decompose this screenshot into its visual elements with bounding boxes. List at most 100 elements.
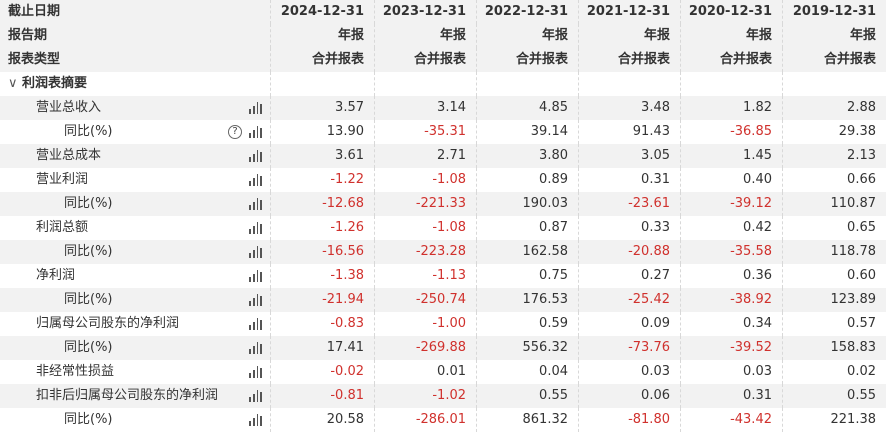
value-cell: -43.42 xyxy=(680,408,782,432)
value-cell: -39.52 xyxy=(680,336,782,360)
value-cell: -223.28 xyxy=(374,240,476,264)
value-cell: 0.03 xyxy=(680,360,782,384)
row-label-text: 同比(%) xyxy=(64,244,113,259)
table-row: 同比(%)? 13.90 -35.31 39.14 91.43 -36.85 29.38 xyxy=(0,120,886,144)
row-label: 营业总成本 xyxy=(0,144,270,168)
value-cell: -73.76 xyxy=(578,336,680,360)
bar-chart-icon[interactable] xyxy=(249,414,262,426)
chevron-down-icon[interactable]: ∨ xyxy=(8,76,18,91)
table-row: 净利润 -1.38 -1.13 0.75 0.27 0.36 0.60 xyxy=(0,264,886,288)
value-cell: 1.45 xyxy=(680,144,782,168)
header-type: 合并报表 xyxy=(270,48,374,72)
bar-chart-icon[interactable] xyxy=(249,126,262,138)
bar-chart-icon[interactable] xyxy=(249,390,262,402)
row-label-text: 同比(%) xyxy=(64,292,113,307)
value-cell: 0.55 xyxy=(476,384,578,408)
table-row: 同比(%) -21.94 -250.74 176.53 -25.42 -38.92 123.… xyxy=(0,288,886,312)
value-cell: 0.02 xyxy=(782,360,886,384)
value-cell: -250.74 xyxy=(374,288,476,312)
value-cell: 0.65 xyxy=(782,216,886,240)
value-cell: 3.57 xyxy=(270,96,374,120)
value-cell: 0.09 xyxy=(578,312,680,336)
value-cell: 3.61 xyxy=(270,144,374,168)
row-label: 净利润 xyxy=(0,264,270,288)
value-cell: 221.38 xyxy=(782,408,886,432)
value-cell: -1.26 xyxy=(270,216,374,240)
header-date: 2022-12-31 xyxy=(476,0,578,24)
header-period: 年报 xyxy=(782,24,886,48)
value-cell: 176.53 xyxy=(476,288,578,312)
value-cell: -1.02 xyxy=(374,384,476,408)
section-header[interactable]: ∨ 利润表摘要 xyxy=(0,72,270,96)
value-cell: -23.61 xyxy=(578,192,680,216)
header-row-period: 报告期 年报 年报 年报 年报 年报 年报 xyxy=(0,24,886,48)
row-label-text: 净利润 xyxy=(36,268,76,283)
value-cell: 0.31 xyxy=(680,384,782,408)
row-label-text: 同比(%) xyxy=(64,124,113,139)
value-cell: -35.58 xyxy=(680,240,782,264)
header-date: 2020-12-31 xyxy=(680,0,782,24)
header-date: 2023-12-31 xyxy=(374,0,476,24)
row-label-text: 利润总额 xyxy=(36,220,89,235)
row-label-text: 同比(%) xyxy=(64,412,113,427)
row-label: 利润总额 xyxy=(0,216,270,240)
value-cell: 29.38 xyxy=(782,120,886,144)
value-cell: 110.87 xyxy=(782,192,886,216)
bar-chart-icon[interactable] xyxy=(249,270,262,282)
value-cell: 4.85 xyxy=(476,96,578,120)
value-cell: 3.48 xyxy=(578,96,680,120)
table-row: 归属母公司股东的净利润 -0.83 -1.00 0.59 0.09 0.34 0.57 xyxy=(0,312,886,336)
value-cell: 0.60 xyxy=(782,264,886,288)
bar-chart-icon[interactable] xyxy=(249,294,262,306)
row-label: 同比(%) xyxy=(0,288,270,312)
row-label: 同比(%) xyxy=(0,408,270,432)
value-cell: -0.02 xyxy=(270,360,374,384)
value-cell: 0.31 xyxy=(578,168,680,192)
value-cell: 0.55 xyxy=(782,384,886,408)
value-cell: 0.36 xyxy=(680,264,782,288)
header-date: 2021-12-31 xyxy=(578,0,680,24)
bar-chart-icon[interactable] xyxy=(249,102,262,114)
header-date: 2024-12-31 xyxy=(270,0,374,24)
table-row: 利润总额 -1.26 -1.08 0.87 0.33 0.42 0.65 xyxy=(0,216,886,240)
table-row: 营业总成本 3.61 2.71 3.80 3.05 1.45 2.13 xyxy=(0,144,886,168)
bar-chart-icon[interactable] xyxy=(249,366,262,378)
value-cell: 0.27 xyxy=(578,264,680,288)
row-label-text: 同比(%) xyxy=(64,196,113,211)
row-label-text: 非经常性损益 xyxy=(36,364,115,379)
value-cell: -1.00 xyxy=(374,312,476,336)
value-cell: 0.01 xyxy=(374,360,476,384)
value-cell: -39.12 xyxy=(680,192,782,216)
value-cell: 0.33 xyxy=(578,216,680,240)
bar-chart-icon[interactable] xyxy=(249,150,262,162)
row-label-text: 营业利润 xyxy=(36,172,89,187)
value-cell: -1.38 xyxy=(270,264,374,288)
value-cell: 158.83 xyxy=(782,336,886,360)
header-period: 年报 xyxy=(270,24,374,48)
value-cell: 20.58 xyxy=(270,408,374,432)
row-label: 营业总收入 xyxy=(0,96,270,120)
header-period: 年报 xyxy=(578,24,680,48)
row-label-text: 扣非后归属母公司股东的净利润 xyxy=(36,388,219,403)
header-date: 2019-12-31 xyxy=(782,0,886,24)
row-label-text: 归属母公司股东的净利润 xyxy=(36,316,180,331)
help-icon[interactable]: ? xyxy=(228,125,242,139)
value-cell: -1.13 xyxy=(374,264,476,288)
bar-chart-icon[interactable] xyxy=(249,174,262,186)
value-cell: -25.42 xyxy=(578,288,680,312)
bar-chart-icon[interactable] xyxy=(249,246,262,258)
row-label: 同比(%) xyxy=(0,336,270,360)
bar-chart-icon[interactable] xyxy=(249,222,262,234)
bar-chart-icon[interactable] xyxy=(249,342,262,354)
value-cell: 861.32 xyxy=(476,408,578,432)
value-cell: -36.85 xyxy=(680,120,782,144)
section-row[interactable]: ∨ 利润表摘要 xyxy=(0,72,886,96)
value-cell: 556.32 xyxy=(476,336,578,360)
table-row: 同比(%) 17.41 -269.88 556.32 -73.76 -39.52 158.8… xyxy=(0,336,886,360)
value-cell: 118.78 xyxy=(782,240,886,264)
value-cell: 2.71 xyxy=(374,144,476,168)
value-cell: 123.89 xyxy=(782,288,886,312)
value-cell: 0.57 xyxy=(782,312,886,336)
bar-chart-icon[interactable] xyxy=(249,198,262,210)
bar-chart-icon[interactable] xyxy=(249,318,262,330)
